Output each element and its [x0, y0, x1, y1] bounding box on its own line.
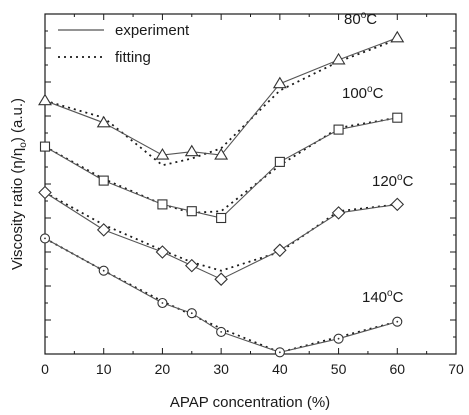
series-120: 120oC	[38, 172, 414, 286]
x-tick-label: 40	[272, 361, 288, 377]
triangle-marker	[272, 76, 287, 89]
diamond-marker	[185, 258, 199, 273]
circle-marker-dot	[190, 312, 193, 315]
triangle-marker	[96, 115, 111, 128]
x-tick-label: 0	[41, 361, 49, 377]
square-marker	[157, 199, 168, 210]
series-layer: 80oC 100oC 120oC 140oC	[38, 10, 414, 358]
diamond-marker	[38, 185, 52, 200]
square-marker	[392, 112, 403, 123]
x-tick-label: 30	[213, 361, 229, 377]
y-axis-title: Viscosity ratio (η/ηo) (a.u.)	[9, 98, 29, 270]
square-marker	[274, 156, 285, 167]
circle-marker-dot	[396, 320, 399, 323]
y-axis-title-eta: η/η	[9, 148, 26, 169]
x-tick-label: 60	[389, 361, 405, 377]
series-label: 140oC	[362, 288, 404, 306]
diamond-marker	[390, 197, 405, 212]
triangle-marker	[184, 144, 199, 157]
x-tick-label: 20	[155, 361, 171, 377]
square-marker	[186, 206, 197, 217]
experiment-line	[44, 117, 398, 219]
x-tick-label: 70	[448, 361, 464, 377]
triangle-marker	[214, 148, 229, 160]
series-label: 120oC	[372, 172, 414, 190]
series-100: 100oC	[39, 84, 403, 224]
diamond-marker	[273, 243, 287, 258]
square-marker	[98, 175, 109, 186]
series-label: 80oC	[344, 10, 377, 28]
diamond-marker	[214, 272, 228, 286]
diamond-marker	[96, 223, 111, 237]
circle-marker-dot	[161, 302, 164, 304]
circle-marker-dot	[220, 331, 223, 333]
series-80: 80oC	[38, 10, 405, 167]
experiment-line	[44, 237, 398, 353]
triangle-marker	[38, 93, 52, 106]
y-axis-ticks	[45, 13, 456, 355]
fit-line	[44, 38, 398, 167]
circle-marker-dot	[337, 337, 340, 340]
series-label: 100oC	[342, 84, 384, 102]
triangle-marker	[390, 30, 405, 43]
square-marker	[216, 212, 227, 224]
y-axis-title-sub: o	[18, 142, 29, 148]
triangle-marker	[331, 52, 346, 65]
x-axis-title: APAP concentration (%)	[170, 394, 330, 411]
y-axis-title-main: Viscosity ratio (	[9, 169, 26, 270]
series-140: 140oC	[39, 233, 404, 358]
x-tick-label: 10	[96, 361, 112, 377]
fit-line	[44, 116, 398, 214]
diamond-marker	[155, 245, 170, 259]
square-marker	[333, 124, 344, 135]
circle-marker-dot	[44, 237, 46, 240]
legend: experiment fitting	[58, 22, 190, 66]
legend-experiment-label: experiment	[115, 22, 190, 39]
fit-line	[44, 191, 398, 272]
y-axis-title-tail: ) (a.u.)	[9, 98, 26, 142]
experiment-line	[44, 192, 398, 280]
square-marker	[39, 141, 51, 152]
diamond-marker	[331, 206, 346, 220]
x-tick-label: 50	[331, 361, 347, 377]
legend-fitting-label: fitting	[115, 49, 151, 66]
experiment-line	[44, 37, 398, 156]
triangle-marker	[155, 148, 170, 160]
circle-marker-dot	[278, 351, 281, 354]
circle-marker-dot	[102, 269, 105, 272]
